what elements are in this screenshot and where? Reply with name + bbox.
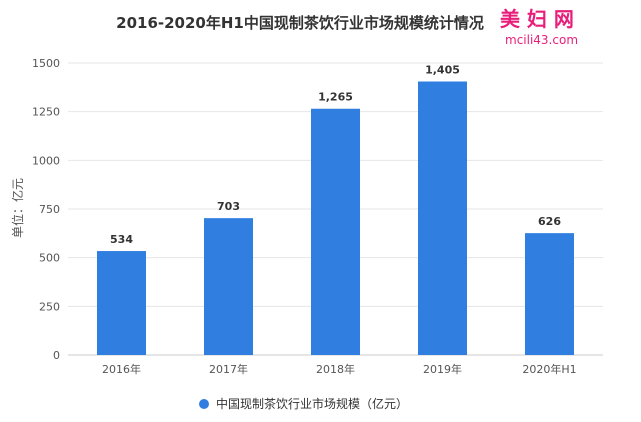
y-tick-label: 750: [39, 203, 60, 216]
x-axis-ticks: 2016年 2017年 2018年 2019年 2020年H1: [102, 362, 577, 376]
y-tick-label: 250: [39, 300, 60, 313]
legend-label: 中国现制茶饮行业市场规模（亿元）: [216, 396, 408, 411]
legend-marker: [199, 399, 209, 409]
x-tick-label: 2018年: [316, 362, 355, 376]
data-label: 534: [110, 233, 133, 246]
bar: [311, 108, 360, 355]
data-label: 1,265: [318, 91, 353, 104]
y-axis-ticks: 0 250 500 750 1000 1250 1500: [32, 57, 60, 362]
y-tick-label: 1500: [32, 57, 60, 70]
data-label: 703: [217, 200, 240, 213]
y-tick-label: 0: [53, 349, 60, 362]
x-tick-label: 2017年: [209, 362, 248, 376]
y-tick-label: 500: [39, 252, 60, 265]
data-label: 626: [538, 215, 561, 228]
x-tick-label: 2020年H1: [522, 362, 576, 376]
y-axis-label: 单位：亿元: [10, 178, 25, 238]
bar: [97, 251, 146, 355]
bar: [525, 233, 574, 355]
site-logo: 美 妇 网 mcili43.com: [500, 7, 578, 47]
y-tick-label: 1000: [32, 154, 60, 167]
chart-title: 2016-2020年H1中国现制茶饮行业市场规模统计情况: [116, 14, 484, 32]
bar: [418, 81, 467, 355]
data-label: 1,405: [425, 63, 460, 76]
site-logo-brand: 美 妇 网: [500, 7, 574, 31]
bars: 534 703 1,265 1,405 626: [97, 63, 574, 355]
x-tick-label: 2019年: [423, 362, 462, 376]
legend: 中国现制茶饮行业市场规模（亿元）: [199, 396, 408, 411]
bar: [204, 218, 253, 355]
y-tick-label: 1250: [32, 106, 60, 119]
x-tick-label: 2016年: [102, 362, 141, 376]
site-logo-url: mcili43.com: [505, 33, 578, 47]
